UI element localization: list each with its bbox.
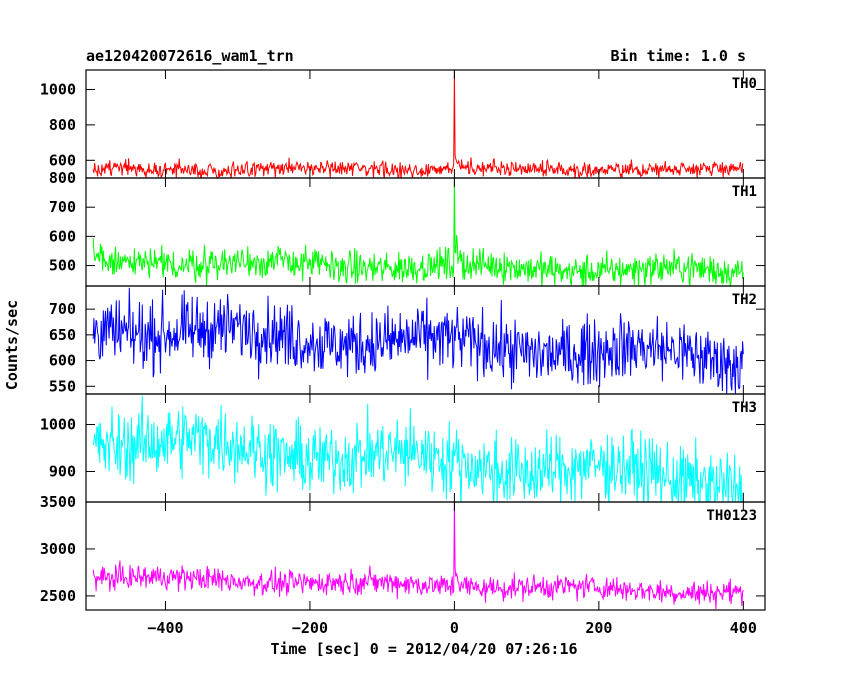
y-tick-label: 900 [49,462,76,480]
chart-title: ae120420072616_wam1_trn [86,47,294,65]
y-tick-label: 700 [49,198,76,216]
panel-th3: 900 1000 TH3 [40,393,766,503]
y-tick-label: 1000 [40,80,76,98]
series-line-th0 [92,70,744,178]
y-tick-label: 600 [49,151,76,169]
panel-label: TH0 [732,76,757,92]
panel-label: TH2 [732,292,757,308]
y-tick-label: 3500 [40,493,76,511]
panel-th2: 550 600 650 700 TH2 [49,285,766,395]
x-tick-label: 0 [450,619,459,637]
y-tick-label: 800 [49,169,76,187]
y-tick-label: 600 [49,227,76,245]
y-tick-label: 600 [49,352,76,370]
y-tick-label: 2500 [40,587,76,605]
x-axis: −400 −200 0 200 400 [147,619,756,637]
panel-th0123: 2500 3000 3500 TH0123 [40,493,766,611]
panel-label: TH1 [732,184,757,200]
y-axis-label: Counts/sec [3,300,21,390]
series-line-th0123 [92,502,744,610]
x-axis-label: Time [sec] 0 = 2012/04/20 07:26:16 [270,640,577,658]
y-tick-label: 3000 [40,540,76,558]
series-line-th3 [92,395,744,502]
y-tick-label: 700 [49,300,76,318]
x-tick-label: 400 [730,619,757,637]
panel-frame [85,501,766,611]
panel-label: TH3 [732,400,757,416]
y-tick-label: 550 [49,377,76,395]
series-line-th2 [92,287,744,394]
bin-time-label: Bin time: 1.0 s [611,47,746,65]
panel-label: TH0123 [706,508,757,524]
x-tick-label: −200 [292,619,328,637]
y-tick-label: 1000 [40,416,76,434]
y-tick-label: 500 [49,257,76,275]
y-tick-label: 650 [49,326,76,344]
panel-frame [85,69,766,179]
panel-th0: 600 800 1000 TH0 [40,69,766,179]
x-tick-label: 200 [585,619,612,637]
series-line-th1 [92,178,744,286]
panel-th1: 500 600 700 800 TH1 [49,169,766,287]
y-tick-label: 800 [49,116,76,134]
x-tick-label: −400 [147,619,183,637]
